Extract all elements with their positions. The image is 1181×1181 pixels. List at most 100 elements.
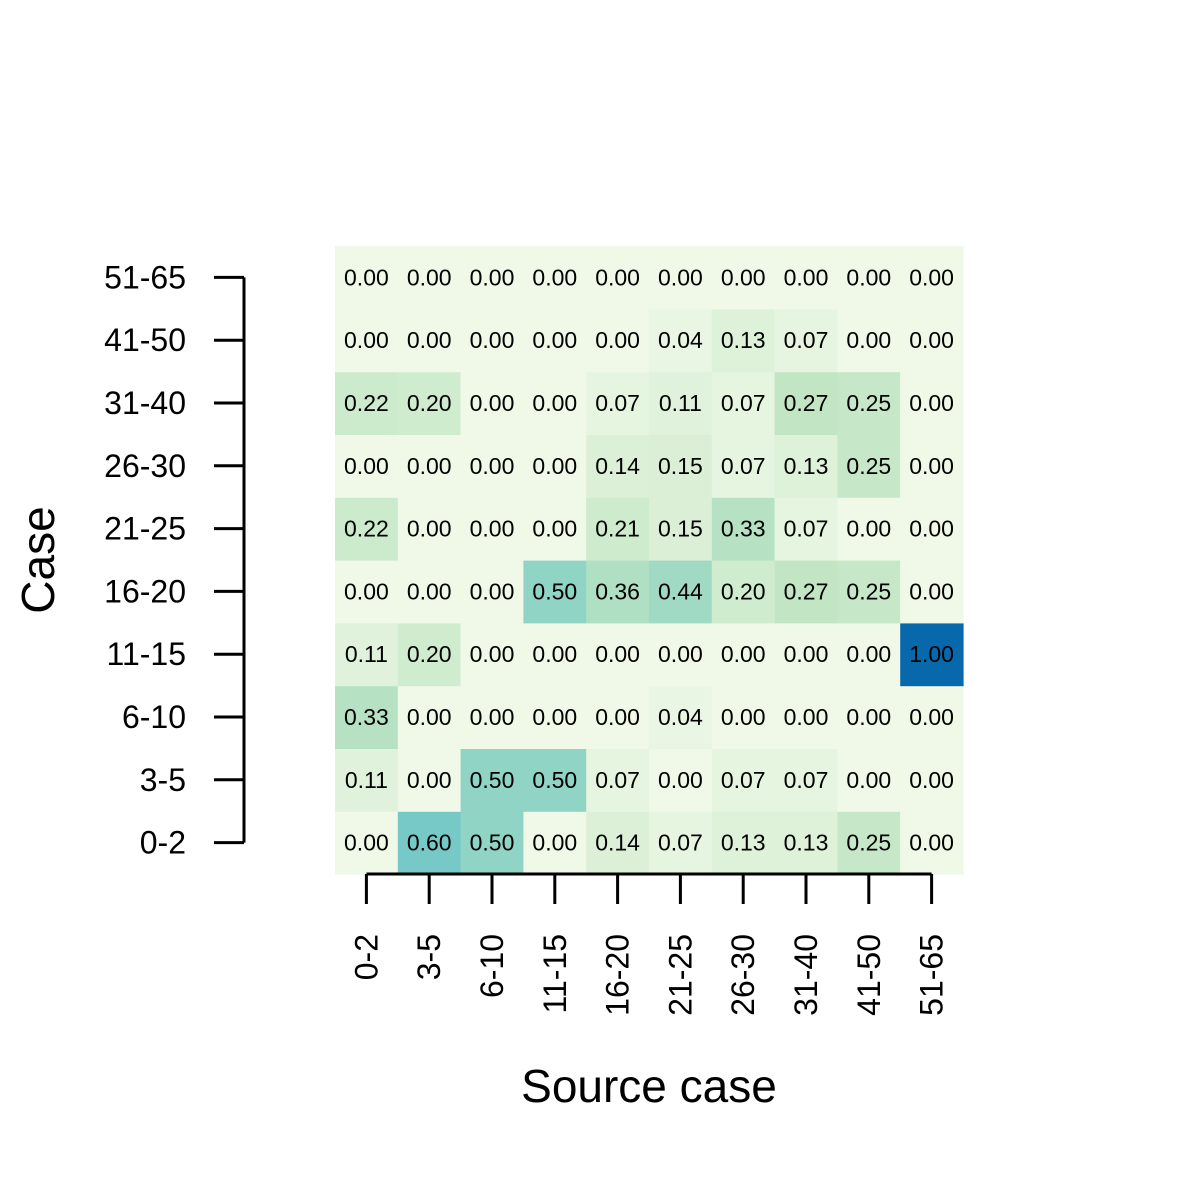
- heatmap-cell-label: 0.27: [784, 578, 829, 604]
- heatmap-cell: [711, 685, 776, 749]
- heatmap-cell: [837, 497, 901, 561]
- heatmap-cell: [774, 560, 838, 624]
- heatmap-cell-label: 0.00: [407, 264, 452, 290]
- heatmap-cell: [586, 622, 650, 687]
- heatmap-cell: [397, 246, 462, 310]
- heatmap-cell: [335, 685, 399, 749]
- heatmap-cell: [900, 811, 964, 875]
- heatmap-cell-label: 0.00: [470, 704, 515, 730]
- heatmap-cell-label: 0.00: [344, 578, 389, 604]
- heatmap-cell: [397, 560, 462, 624]
- heatmap-cell-label: 0.25: [846, 578, 891, 604]
- heatmap-cell: [711, 497, 776, 561]
- heatmap-cell: [900, 560, 964, 624]
- heatmap-cell: [649, 811, 713, 875]
- heatmap-cell: [711, 371, 776, 435]
- heatmap-cell: [523, 560, 587, 624]
- heatmap-cell: [900, 434, 964, 498]
- heatmap-cell-label: 0.00: [470, 453, 515, 479]
- heatmap-cell-label: 0.00: [909, 767, 954, 793]
- heatmap-cell-label: 0.00: [595, 327, 640, 353]
- heatmap-cell: [837, 622, 901, 687]
- heatmap-cell-label: 0.00: [595, 641, 640, 667]
- heatmap-cell-label: 0.00: [532, 641, 577, 667]
- heatmap-cell: [649, 308, 713, 373]
- heatmap-cell: [649, 622, 713, 687]
- y-tick-label: 3-5: [140, 762, 186, 798]
- heatmap-cell: [774, 371, 838, 435]
- heatmap-cell: [397, 308, 462, 373]
- heatmap-cell-label: 0.00: [595, 704, 640, 730]
- heatmap-cell-label: 0.00: [909, 327, 954, 353]
- heatmap-cell: [649, 560, 713, 624]
- heatmap-cell-label: 0.00: [344, 830, 389, 856]
- y-tick-label: 21-25: [104, 511, 186, 547]
- heatmap-cell: [711, 622, 776, 687]
- heatmap-cell-label: 0.36: [595, 578, 640, 604]
- heatmap-cell-label: 0.00: [595, 264, 640, 290]
- heatmap-cell-label: 0.00: [721, 641, 766, 667]
- heatmap-cell-label: 0.00: [658, 767, 703, 793]
- heatmap-cell: [397, 622, 462, 687]
- heatmap-cell: [900, 748, 964, 812]
- heatmap-cell-label: 0.07: [595, 767, 640, 793]
- heatmap-cell: [837, 246, 901, 310]
- heatmap-cell-label: 0.20: [407, 641, 452, 667]
- heatmap-cell: [711, 308, 776, 373]
- heatmap-cell: [586, 685, 650, 749]
- heatmap-cell-label: 0.07: [721, 390, 766, 416]
- y-axis-title: Case: [12, 506, 64, 613]
- heatmap-cell-label: 0.00: [784, 704, 829, 730]
- heatmap-cell: [586, 811, 650, 875]
- heatmap-cell-label: 0.27: [784, 390, 829, 416]
- heatmap-cell-label: 0.00: [846, 704, 891, 730]
- heatmap-cell: [711, 434, 776, 498]
- heatmap-cell: [711, 811, 776, 875]
- heatmap-cell-label: 0.00: [721, 264, 766, 290]
- heatmap-cell: [335, 622, 399, 687]
- heatmap-cell-label: 0.00: [909, 453, 954, 479]
- heatmap-cell-label: 0.33: [344, 704, 389, 730]
- heatmap-cell: [460, 748, 524, 812]
- heatmap-cell-label: 0.00: [846, 641, 891, 667]
- heatmap-cell-label: 0.00: [658, 264, 703, 290]
- heatmap-cell: [837, 560, 901, 624]
- heatmap-cell-label: 0.60: [407, 830, 452, 856]
- heatmap-cell-label: 0.11: [345, 641, 388, 667]
- heatmap-cell: [774, 497, 838, 561]
- heatmap-cell-label: 0.20: [721, 578, 766, 604]
- x-tick-label: 41-50: [851, 934, 887, 1016]
- heatmap-cell-label: 0.00: [407, 704, 452, 730]
- x-tick-label: 21-25: [662, 934, 698, 1016]
- heatmap-cell-label: 0.00: [470, 264, 515, 290]
- heatmap-cell: [711, 560, 776, 624]
- heatmap-cell: [900, 685, 964, 749]
- heatmap-cell: [397, 685, 462, 749]
- x-tick-label: 31-40: [788, 934, 824, 1016]
- heatmap-cell: [900, 497, 964, 561]
- heatmap-cell-label: 0.04: [658, 704, 703, 730]
- heatmap-cell-label: 0.00: [470, 578, 515, 604]
- heatmap-cell-label: 0.00: [846, 767, 891, 793]
- heatmap-cells: [335, 246, 964, 875]
- heatmap-cell-label: 0.00: [909, 390, 954, 416]
- heatmap-cell-label: 1.00: [909, 641, 954, 667]
- heatmap-cell: [586, 308, 650, 373]
- heatmap-cell: [460, 308, 524, 373]
- heatmap-cell-label: 0.07: [721, 453, 766, 479]
- heatmap-cell-label: 0.11: [659, 390, 702, 416]
- heatmap-cell-label: 0.07: [658, 830, 703, 856]
- heatmap-cell-label: 0.22: [344, 390, 389, 416]
- heatmap-cell-label: 0.04: [658, 327, 703, 353]
- heatmap-cell-label: 0.15: [658, 453, 703, 479]
- heatmap-cell: [335, 560, 399, 624]
- x-tick-label: 16-20: [600, 934, 636, 1016]
- heatmap-cell: [586, 560, 650, 624]
- heatmap-cell: [774, 685, 838, 749]
- heatmap-cell: [837, 811, 901, 875]
- heatmap-cell: [900, 371, 964, 435]
- heatmap-cell: [397, 748, 462, 812]
- heatmap-cell-label: 0.07: [721, 767, 766, 793]
- heatmap-cell: [586, 748, 650, 812]
- heatmap-cell-label: 0.00: [407, 578, 452, 604]
